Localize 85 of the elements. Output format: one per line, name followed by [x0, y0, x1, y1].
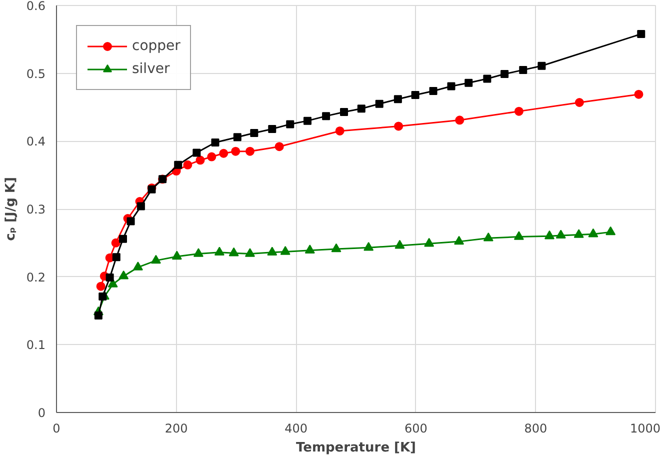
point [556, 230, 566, 239]
x-tick-label: 200 [164, 422, 188, 436]
point [274, 142, 284, 152]
point [94, 312, 102, 320]
point [219, 148, 228, 158]
point [207, 152, 216, 162]
point [214, 246, 224, 256]
x-tick-label: 600 [404, 422, 428, 436]
point [424, 238, 434, 247]
point [174, 160, 182, 169]
point [514, 106, 524, 116]
point [514, 231, 524, 240]
point [96, 282, 106, 291]
point [394, 240, 405, 249]
y-tick-label: 0.5 [26, 66, 46, 81]
point [150, 254, 161, 264]
point [192, 148, 201, 157]
point [331, 243, 342, 252]
y-tick-label: 0.2 [26, 270, 46, 284]
point [106, 274, 114, 282]
point [357, 104, 366, 113]
point [245, 146, 254, 156]
y-tick-label: 0.6 [26, 0, 46, 13]
point [98, 292, 107, 301]
point [364, 242, 374, 251]
point [303, 116, 312, 125]
point [574, 229, 584, 238]
legend-label: silver [132, 61, 170, 77]
point [500, 70, 509, 78]
point [519, 66, 528, 74]
point [126, 217, 135, 226]
y-tick-label: 0.4 [26, 134, 46, 149]
point [118, 234, 127, 243]
point [193, 248, 204, 257]
x-tick-label: 400 [284, 422, 308, 436]
point [454, 236, 464, 245]
point [228, 247, 239, 256]
point [411, 91, 420, 100]
point [267, 246, 278, 256]
x-axis-title: Temperature [K] [296, 440, 416, 456]
point [394, 95, 402, 104]
point [335, 126, 344, 136]
point [429, 86, 438, 95]
point [606, 226, 616, 236]
point [637, 30, 646, 38]
point [112, 253, 120, 262]
point [544, 230, 554, 240]
point [394, 122, 404, 131]
point [483, 232, 494, 242]
point [250, 129, 258, 138]
point [108, 278, 118, 288]
point [464, 78, 473, 87]
point [455, 116, 464, 125]
y-axis-title: cₚ [J/g K] [3, 177, 18, 241]
point [286, 120, 294, 128]
point [574, 98, 584, 107]
point [588, 228, 598, 238]
point [280, 246, 290, 255]
x-tick-label: 800 [524, 422, 548, 436]
point [244, 248, 255, 257]
x-tick-label: 0 [52, 422, 60, 436]
point [172, 250, 182, 260]
point [322, 112, 330, 120]
y-tick-label: 0 [38, 406, 46, 420]
point [340, 108, 348, 116]
point [183, 160, 192, 170]
point [268, 124, 276, 133]
point [634, 90, 644, 99]
point [233, 133, 242, 142]
point [231, 146, 240, 156]
legend-label: copper [132, 38, 180, 54]
point [196, 156, 205, 165]
point [375, 100, 384, 108]
point [538, 62, 546, 70]
y-tick-label: 0.1 [26, 338, 46, 352]
point [132, 262, 143, 270]
point [483, 74, 492, 83]
y-tick-label: 0.3 [26, 202, 46, 216]
point [136, 202, 145, 210]
point [304, 244, 315, 254]
x-tick-label: 1000 [630, 422, 661, 436]
point [111, 238, 120, 248]
point [447, 82, 456, 90]
point [118, 270, 129, 280]
point [211, 138, 220, 147]
